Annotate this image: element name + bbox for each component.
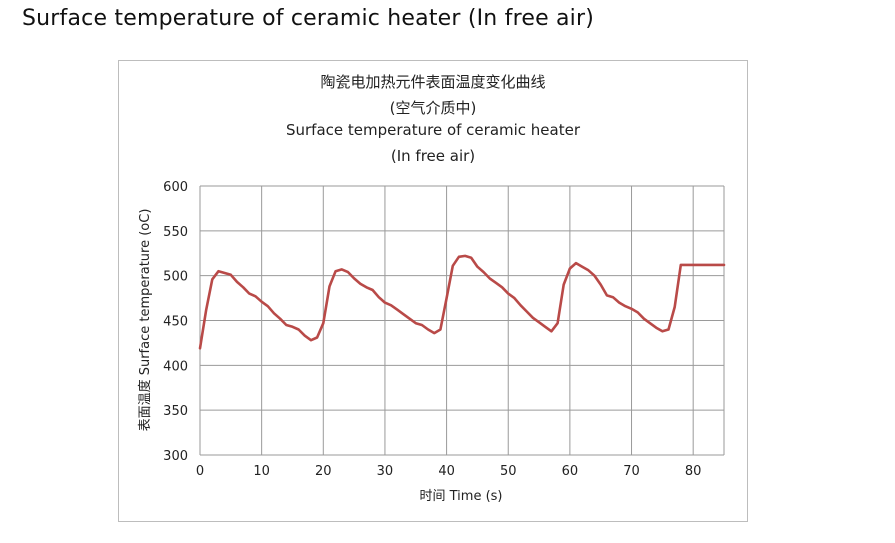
y-tick-label: 550	[163, 225, 188, 240]
chart-title-line-1: 陶瓷电加热元件表面温度变化曲线	[320, 73, 546, 91]
x-tick-label: 0	[196, 464, 204, 479]
x-tick-label: 80	[685, 464, 702, 479]
y-tick-label: 300	[163, 449, 188, 464]
chart-title-line-3: Surface temperature of ceramic heater	[285, 121, 581, 139]
chart-title-line-4: (In free air)	[390, 147, 476, 165]
page-heading: Surface temperature of ceramic heater (I…	[22, 6, 595, 31]
chart-title-line-2: (空气介质中)	[389, 99, 477, 117]
y-axis-label: 表面温度 Surface temperature (oC)	[137, 209, 153, 432]
y-tick-label: 600	[163, 180, 188, 195]
y-tick-label: 500	[163, 270, 188, 285]
x-tick-label: 20	[315, 464, 332, 479]
x-tick-label: 70	[623, 464, 640, 479]
y-tick-label: 450	[163, 315, 188, 330]
x-tick-label: 50	[500, 464, 517, 479]
x-tick-label: 30	[377, 464, 394, 479]
chart-grid	[199, 185, 725, 456]
y-tick-label: 350	[163, 404, 188, 419]
x-axis-label: 时间 Time (s)	[420, 489, 503, 504]
x-tick-label: 40	[438, 464, 455, 479]
chart-frame: 陶瓷电加热元件表面温度变化曲线 (空气介质中) Surface temperat…	[118, 60, 748, 522]
chart-ticks: 300 350 400 450 500 550 600 0 10 20 30 40 50 60 70 80	[163, 180, 701, 479]
y-tick-label: 400	[163, 359, 188, 374]
chart-series	[198, 254, 726, 350]
x-tick-label: 10	[253, 464, 270, 479]
temperature-series-line	[198, 254, 726, 350]
x-tick-label: 60	[562, 464, 579, 479]
